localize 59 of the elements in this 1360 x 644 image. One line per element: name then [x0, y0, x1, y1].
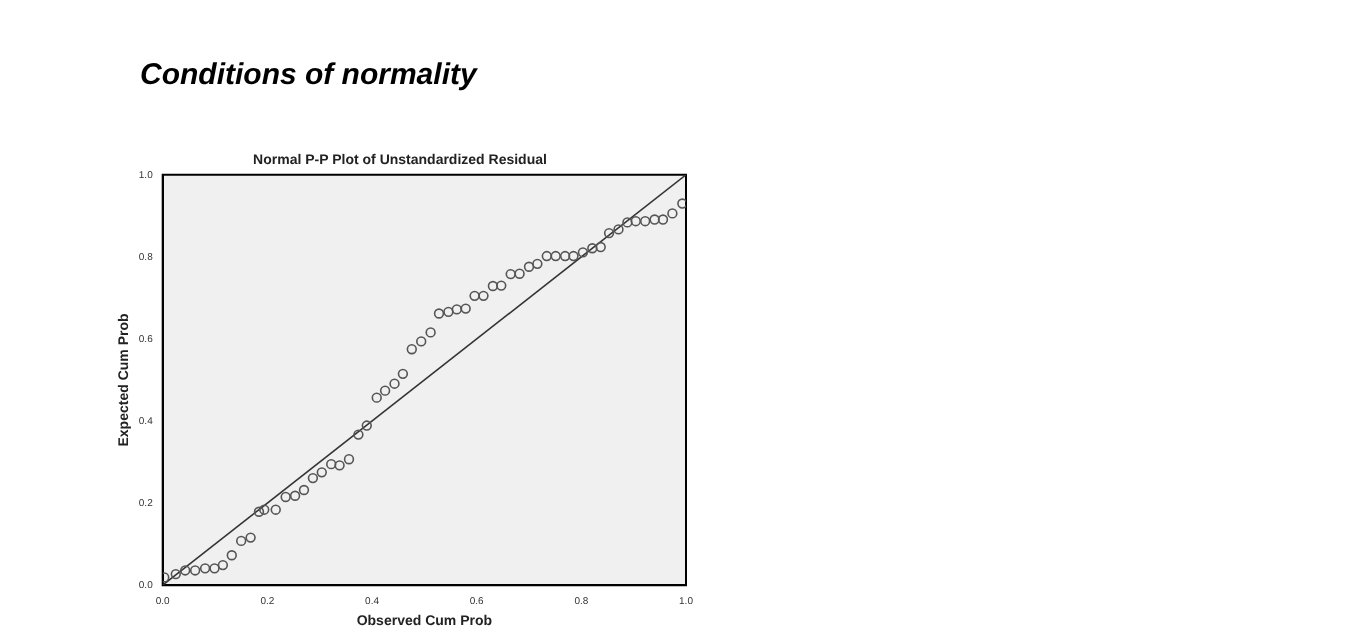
point — [217, 559, 229, 571]
point — [425, 327, 436, 338]
point — [280, 491, 291, 503]
point — [353, 429, 364, 440]
point — [289, 490, 301, 501]
point — [307, 472, 319, 484]
point — [478, 290, 489, 302]
point — [577, 247, 589, 258]
point — [199, 563, 211, 574]
point — [550, 250, 561, 262]
point — [170, 568, 181, 580]
point — [622, 217, 633, 228]
point — [406, 344, 417, 355]
point — [189, 565, 201, 576]
point — [371, 392, 382, 403]
point — [334, 460, 345, 471]
point — [677, 198, 686, 209]
point — [613, 224, 624, 235]
point — [487, 280, 499, 292]
point — [667, 208, 678, 219]
point — [361, 420, 372, 431]
point — [298, 484, 310, 496]
point — [657, 214, 669, 225]
point — [162, 572, 170, 583]
point — [649, 214, 660, 225]
point — [253, 506, 265, 517]
point — [587, 243, 598, 254]
point — [236, 535, 247, 547]
point — [326, 458, 337, 470]
point — [541, 250, 552, 262]
point — [523, 261, 535, 272]
point — [389, 378, 400, 389]
point — [603, 227, 615, 239]
point — [532, 258, 543, 270]
point — [630, 215, 641, 227]
point — [443, 306, 454, 318]
point — [416, 336, 427, 347]
point — [514, 268, 525, 279]
point — [496, 280, 507, 291]
point — [451, 304, 462, 315]
point — [460, 303, 471, 314]
chart-title: Conditions of normality — [140, 58, 477, 92]
point — [316, 467, 327, 478]
point — [180, 565, 191, 576]
point — [379, 385, 391, 396]
point — [433, 308, 445, 319]
point — [469, 290, 480, 302]
point — [259, 504, 270, 515]
point — [568, 250, 579, 262]
point — [270, 504, 281, 515]
point — [209, 563, 220, 574]
point — [559, 250, 571, 262]
point — [505, 268, 516, 280]
point — [595, 241, 606, 253]
point — [226, 550, 237, 561]
point — [245, 532, 256, 543]
point — [639, 215, 651, 227]
point — [397, 368, 409, 380]
point — [343, 454, 355, 465]
